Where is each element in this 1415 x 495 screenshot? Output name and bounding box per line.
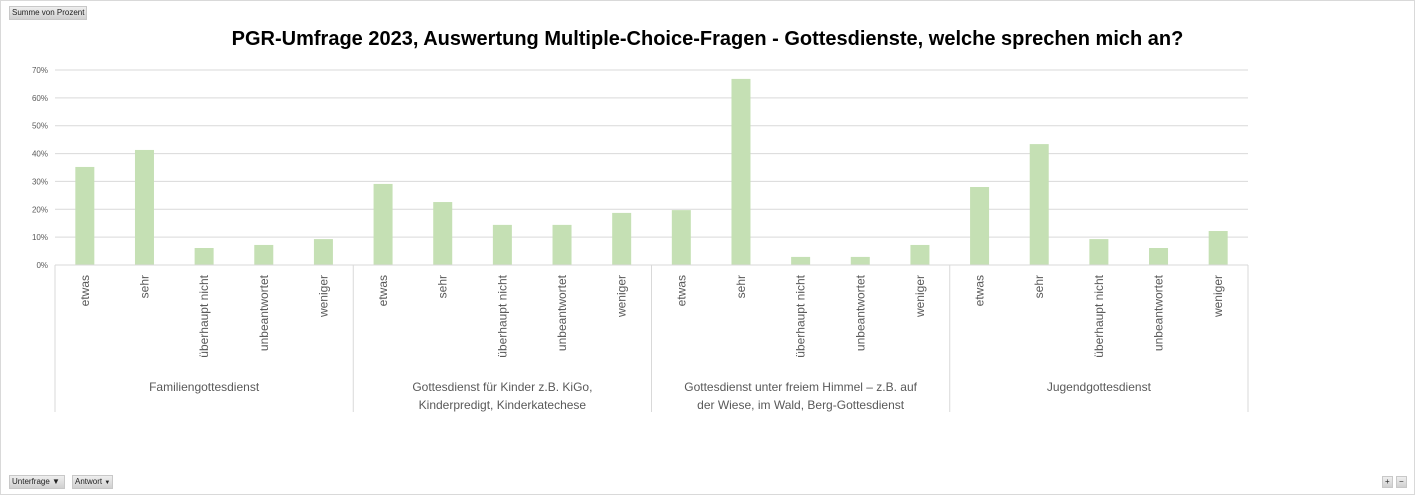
bar [134, 149, 154, 265]
filter-icon: ▼ [52, 477, 60, 486]
y-tick-label: 50% [32, 122, 48, 131]
bar [433, 202, 453, 265]
x-category-label: unbeantwortet [555, 274, 569, 351]
x-category-label: sehr [137, 275, 151, 298]
x-category-label: weniger [615, 275, 629, 318]
x-category-label: etwas [376, 275, 390, 306]
x-group-label: Familiengottesdienst [149, 380, 260, 394]
y-tick-label: 70% [32, 66, 48, 75]
y-tick-label: 60% [32, 94, 48, 103]
x-category-label: sehr [436, 275, 450, 298]
bar [910, 244, 930, 265]
bar [254, 244, 274, 265]
x-category-label: unbeantwortet [257, 274, 271, 351]
x-group-label: Gottesdienst unter freiem Himmel – z.B. … [684, 380, 917, 394]
x-category-label: weniger [316, 275, 330, 318]
x-category-label: sehr [734, 275, 748, 298]
unterfrage-label: Unterfrage [12, 477, 50, 486]
x-category-label: weniger [1211, 275, 1225, 318]
x-group-label: Kinderpredigt, Kinderkatechese [419, 398, 587, 412]
x-group-label: der Wiese, im Wald, Berg-Gottesdienst [697, 398, 905, 412]
bar [373, 183, 393, 265]
bar [1149, 248, 1169, 265]
x-category-label: etwas [674, 275, 688, 306]
x-category-label: etwas [78, 275, 92, 306]
collapse-button[interactable]: − [1396, 476, 1407, 488]
expand-button[interactable]: + [1382, 476, 1393, 488]
bar [1029, 144, 1049, 265]
x-category-label: überhaupt nicht [1092, 274, 1106, 357]
y-tick-label: 30% [32, 177, 48, 186]
bar [75, 166, 95, 265]
bar [671, 210, 691, 265]
x-group-label: Jugendgottesdienst [1047, 380, 1152, 394]
x-category-label: überhaupt nicht [197, 274, 211, 357]
row-field-antwort-button[interactable]: Antwort ▼ [72, 475, 114, 489]
value-field-button[interactable]: Summe von Prozent [9, 6, 88, 20]
dropdown-icon: ▼ [104, 480, 111, 486]
x-category-label: sehr [1032, 275, 1046, 298]
bar [313, 239, 333, 265]
y-tick-label: 40% [32, 150, 48, 159]
x-group-label: Gottesdienst für Kinder z.B. KiGo, [412, 380, 592, 394]
chart-title: PGR-Umfrage 2023, Auswertung Multiple-Ch… [231, 28, 1184, 50]
bar [791, 256, 811, 265]
bar [970, 187, 990, 265]
bar [194, 248, 214, 265]
x-category-label: etwas [973, 275, 987, 306]
x-category-label: überhaupt nicht [495, 274, 509, 357]
x-category-label: unbeantwortet [1152, 274, 1166, 351]
bar [850, 256, 870, 265]
x-category-label: unbeantwortet [853, 274, 867, 351]
antwort-label: Antwort [75, 477, 103, 486]
x-category-label: überhaupt nicht [794, 274, 808, 357]
bar [1208, 231, 1228, 265]
bar [731, 78, 751, 266]
bar [492, 224, 512, 265]
y-tick-label: 0% [36, 261, 48, 270]
bar [1089, 239, 1109, 265]
x-category-label: weniger [913, 275, 927, 318]
bar [612, 212, 632, 265]
y-tick-label: 10% [32, 233, 48, 242]
bar [552, 224, 572, 265]
row-field-unterfrage-button[interactable]: Unterfrage ▼ [9, 475, 65, 489]
y-tick-label: 20% [32, 205, 48, 214]
